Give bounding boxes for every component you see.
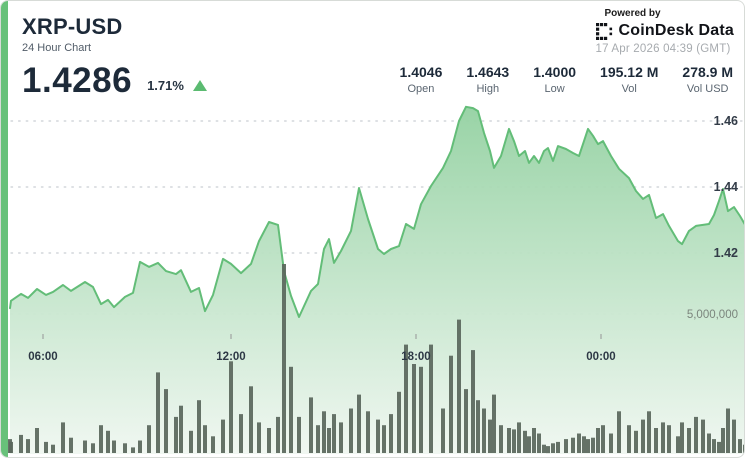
- stat-vol-usd: 278.9 M Vol USD: [682, 64, 733, 95]
- stat-high-label: High: [476, 83, 500, 95]
- change-percent: 1.71%: [147, 78, 184, 93]
- svg-text:1.42: 1.42: [714, 246, 738, 260]
- title-block: XRP-USD 24 Hour Chart 1.4286 1.71%: [22, 14, 207, 98]
- brand-name: CoinDesk Data: [618, 22, 734, 39]
- brand-row[interactable]: CoinDesk Data: [595, 22, 734, 40]
- stat-low-label: Low: [544, 83, 565, 95]
- stat-vol-value: 195.12 M: [600, 64, 659, 80]
- brand-block: Powered by CoinDesk Data 17 Apr 2026 04:…: [595, 8, 734, 55]
- stat-high-value: 1.4643: [466, 64, 510, 80]
- current-price: 1.4286: [22, 61, 133, 100]
- chart-subtitle: 24 Hour Chart: [22, 42, 92, 54]
- price-area: [10, 106, 744, 454]
- svg-text:06:00: 06:00: [28, 351, 57, 363]
- ticker-symbol: XRP-USD: [22, 14, 123, 39]
- svg-text:1.46: 1.46: [714, 114, 738, 128]
- coindesk-logo-icon: [596, 22, 613, 40]
- timestamp: 17 Apr 2026 04:39 (GMT): [595, 43, 731, 55]
- stat-high: 1.4643 High: [466, 64, 509, 95]
- accent-stripe: [1, 1, 8, 457]
- stats-row: 1.4046 Open 1.4643 High 1.4000 Low 195.1…: [400, 64, 733, 95]
- price-row: 1.4286 1.71%: [22, 63, 207, 98]
- svg-text:5,000,000: 5,000,000: [687, 309, 738, 321]
- stat-open: 1.4046 Open: [400, 64, 443, 95]
- stat-vol: 195.12 M Vol: [600, 64, 658, 95]
- price-line: [9, 105, 744, 318]
- svg-text:1.44: 1.44: [714, 180, 738, 194]
- svg-text:00:00: 00:00: [586, 351, 615, 363]
- svg-text:18:00: 18:00: [401, 351, 430, 363]
- stat-vol-usd-label: Vol USD: [686, 83, 729, 95]
- stat-low: 1.4000 Low: [533, 64, 576, 95]
- svg-text:12:00: 12:00: [216, 351, 245, 363]
- volume-bars: [8, 264, 744, 454]
- up-triangle-icon: [192, 80, 207, 91]
- stat-open-value: 1.4046: [399, 64, 443, 80]
- stat-vol-usd-value: 278.9 M: [682, 64, 733, 80]
- stat-open-label: Open: [407, 83, 435, 95]
- stat-vol-label: Vol: [621, 83, 637, 95]
- price-axis-labels: 1.46 1.44 1.42 5,000,000: [687, 114, 738, 321]
- powered-by-label: Powered by: [604, 8, 661, 19]
- time-axis-labels: 06:00 12:00 18:00 00:00: [28, 334, 616, 363]
- stat-low-value: 1.4000: [533, 64, 577, 80]
